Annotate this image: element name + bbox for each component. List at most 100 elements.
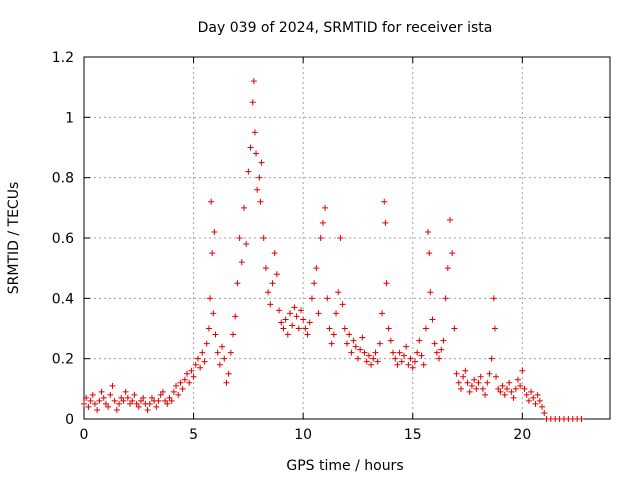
data-point [197, 364, 204, 371]
data-point [528, 388, 535, 395]
data-point [376, 340, 383, 347]
data-point [148, 394, 155, 401]
y-tick-label: 1.2 [52, 50, 74, 66]
data-point [363, 358, 370, 365]
data-point [436, 355, 443, 362]
data-point [368, 361, 375, 368]
data-point [330, 331, 337, 338]
data-point [302, 325, 309, 332]
data-point [383, 280, 390, 287]
data-point [532, 400, 539, 407]
data-point [539, 403, 546, 410]
data-point [491, 325, 498, 332]
data-point [426, 250, 433, 257]
data-point [348, 349, 355, 356]
data-point [536, 397, 543, 404]
data-point [486, 370, 493, 377]
data-point [295, 325, 302, 332]
data-point [359, 334, 366, 341]
data-point [433, 349, 440, 356]
x-tick-label: 5 [189, 427, 198, 443]
data-point [477, 373, 484, 380]
data-point [214, 349, 221, 356]
data-point [578, 416, 585, 422]
data-point [337, 235, 344, 241]
x-tick-label: 20 [513, 427, 531, 443]
data-point [352, 343, 359, 350]
data-point [162, 397, 169, 404]
data-point [227, 349, 234, 356]
data-point [339, 301, 346, 308]
data-point [508, 388, 515, 395]
data-point [464, 379, 471, 386]
data-point [153, 403, 160, 410]
data-point [205, 325, 212, 332]
data-point [341, 325, 348, 332]
data-point [350, 337, 357, 344]
data-point [113, 406, 120, 413]
data-point [140, 394, 147, 401]
data-point [451, 325, 458, 332]
y-tick-label: 1 [65, 110, 74, 126]
data-point [466, 388, 473, 395]
data-point [297, 307, 304, 314]
x-tick-label: 15 [404, 427, 422, 443]
data-point [91, 400, 98, 407]
data-point [96, 397, 103, 404]
y-tick-label: 0.6 [52, 231, 74, 247]
data-point [144, 406, 151, 413]
data-point [379, 310, 386, 317]
data-point [203, 340, 210, 347]
data-point [127, 400, 134, 407]
data-point [159, 388, 166, 395]
data-point [442, 295, 449, 302]
data-point [87, 397, 94, 404]
data-point [440, 337, 447, 344]
data-point [89, 391, 96, 398]
data-point [346, 331, 353, 338]
data-point [209, 250, 216, 257]
y-tick-label: 0.4 [52, 291, 74, 307]
data-point [541, 409, 548, 416]
data-point [429, 316, 436, 323]
data-point [514, 376, 521, 383]
data-point [385, 325, 392, 332]
data-point [381, 198, 388, 205]
data-point [335, 289, 342, 296]
axis-ticks: 0 5 10 15 20 0 0.2 0.4 0.6 0.8 1 1.2 [52, 50, 610, 443]
data-point [258, 159, 265, 166]
data-point [396, 349, 403, 356]
data-point [116, 400, 123, 407]
data-point [190, 373, 197, 380]
data-point [186, 379, 193, 386]
x-tick-label: 0 [80, 427, 89, 443]
data-point [534, 391, 541, 398]
data-point [137, 397, 144, 404]
data-point [83, 394, 90, 401]
data-point [118, 394, 125, 401]
data-point [157, 391, 164, 398]
data-point [98, 388, 105, 395]
data-point [188, 367, 195, 374]
data-point [181, 376, 188, 383]
data-point [85, 403, 92, 410]
data-point [100, 394, 107, 401]
data-point [164, 400, 171, 407]
data-point [319, 219, 326, 226]
data-point [471, 376, 478, 383]
data-point [192, 361, 199, 368]
data-point [488, 355, 495, 362]
data-point [278, 319, 285, 326]
data-point [216, 361, 223, 368]
data-point [512, 385, 519, 392]
data-point [276, 307, 283, 314]
data-point [324, 295, 331, 302]
data-point [122, 388, 129, 395]
data-point [250, 78, 257, 85]
data-point [475, 379, 482, 386]
plot-frame [83, 56, 611, 420]
data-point [201, 358, 208, 365]
data-point [284, 331, 291, 338]
data-point [240, 204, 247, 211]
data-point [234, 280, 241, 287]
